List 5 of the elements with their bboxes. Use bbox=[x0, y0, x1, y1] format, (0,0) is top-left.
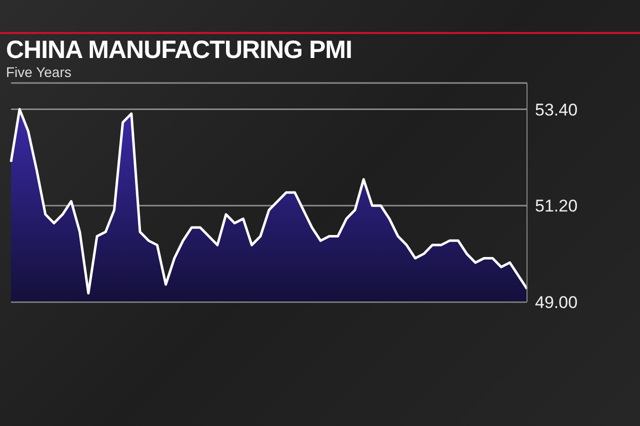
y-tick-label: 53.40 bbox=[535, 100, 578, 120]
y-tick-label: 51.20 bbox=[535, 196, 578, 216]
chart-subtitle: Five Years bbox=[6, 64, 72, 80]
chart-title: CHINA MANUFACTURING PMI bbox=[6, 36, 352, 65]
y-tick-label: 49.00 bbox=[535, 293, 578, 312]
